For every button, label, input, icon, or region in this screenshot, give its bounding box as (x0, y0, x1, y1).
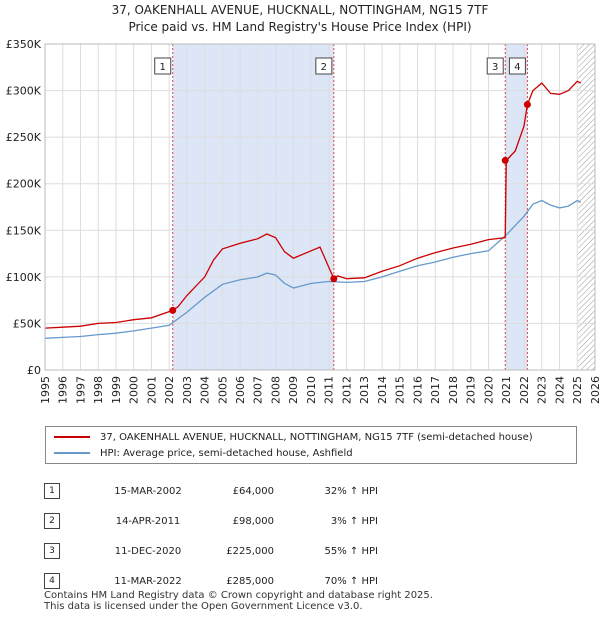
x-tick-label: 2011 (323, 376, 336, 404)
y-tick-label: £0 (27, 364, 41, 377)
y-tick-label: £200K (6, 178, 42, 191)
x-tick-label: 1996 (57, 376, 70, 404)
x-tick-label: 2006 (234, 376, 247, 404)
x-tick-label: 2018 (447, 376, 460, 404)
table-row: 2 14-APR-2011 £98,000 3% ↑ HPI (44, 506, 378, 536)
sale-price: £225,000 (226, 545, 274, 557)
x-tick-label: 1999 (110, 376, 123, 404)
sale-marker-badge: 1 (44, 483, 60, 499)
x-tick-label: 2012 (340, 376, 353, 404)
x-tick-label: 1997 (74, 376, 87, 404)
sale-date: 15-MAR-2002 (114, 485, 182, 497)
table-row: 3 11-DEC-2020 £225,000 55% ↑ HPI (44, 536, 378, 566)
legend-label-property: 37, OAKENHALL AVENUE, HUCKNALL, NOTTINGH… (100, 431, 533, 443)
y-tick-label: £350K (6, 38, 42, 51)
sale-hpi-change: 32% ↑ HPI (324, 485, 378, 497)
y-tick-label: £50K (13, 317, 42, 330)
sale-point (169, 306, 177, 314)
table-row: 1 15-MAR-2002 £64,000 32% ↑ HPI (44, 476, 378, 506)
y-tick-label: £250K (6, 131, 42, 144)
x-tick-label: 2015 (394, 376, 407, 404)
x-tick-label: 2017 (429, 376, 442, 404)
plot-border (44, 43, 596, 371)
sale-date: 11-DEC-2020 (114, 545, 182, 557)
holding-period-shade (172, 44, 334, 370)
x-tick-label: 2009 (287, 376, 300, 404)
sale-marker-badge: 2 (44, 513, 60, 529)
footer: Contains HM Land Registry data © Crown c… (44, 590, 433, 612)
x-tick-label: 2005 (216, 376, 229, 404)
x-tick-label: 2021 (500, 376, 513, 404)
sale-date: 14-APR-2011 (115, 515, 181, 527)
x-tick-label: 2023 (536, 376, 549, 404)
sale-number-label: 1 (160, 62, 166, 73)
hpi-line (44, 199, 582, 339)
x-tick-label: 2024 (553, 376, 566, 404)
y-tick-label: £100K (6, 271, 42, 284)
sale-hpi-change: 70% ↑ HPI (324, 575, 378, 587)
x-tick-label: 1998 (92, 376, 105, 404)
legend-label-hpi: HPI: Average price, semi-detached house,… (100, 447, 353, 459)
legend: 37, OAKENHALL AVENUE, HUCKNALL, NOTTINGH… (45, 426, 577, 464)
x-tick-label: 1995 (39, 376, 52, 404)
x-tick-label: 2003 (181, 376, 194, 404)
sale-point (523, 101, 531, 109)
y-tick-label: £150K (6, 224, 42, 237)
sale-hpi-change: 3% ↑ HPI (330, 515, 378, 527)
x-tick-label: 2010 (305, 376, 318, 404)
legend-item-hpi: HPI: Average price, semi-detached house,… (54, 445, 353, 461)
holding-period-shade (505, 44, 528, 370)
sale-price: £64,000 (232, 485, 274, 497)
footer-licence: This data is licensed under the Open Gov… (44, 601, 363, 612)
sale-point (330, 275, 338, 283)
sale-marker-badge: 3 (44, 543, 60, 559)
x-tick-label: 2019 (465, 376, 478, 404)
x-tick-label: 2026 (589, 376, 600, 404)
sale-marker-badge: 4 (44, 573, 60, 589)
legend-item-property: 37, OAKENHALL AVENUE, HUCKNALL, NOTTINGH… (54, 429, 533, 445)
legend-swatch-property (54, 436, 90, 438)
sale-date: 11-MAR-2022 (114, 575, 182, 587)
sale-number-box (508, 57, 526, 75)
y-tick-label: £300K (6, 85, 42, 98)
x-tick-label: 2014 (376, 376, 389, 404)
x-tick-label: 2000 (128, 376, 141, 404)
chart-subtitle: Price paid vs. HM Land Registry's House … (128, 20, 472, 34)
x-tick-label: 2013 (358, 376, 371, 404)
chart-title: 37, OAKENHALL AVENUE, HUCKNALL, NOTTINGH… (111, 3, 489, 17)
x-tick-label: 2025 (571, 376, 584, 404)
x-tick-label: 2008 (269, 376, 282, 404)
x-tick-label: 2004 (199, 376, 212, 404)
future-hatch (578, 44, 595, 370)
sales-table: 1 15-MAR-2002 £64,000 32% ↑ HPI 2 14-APR… (44, 476, 378, 596)
sale-price: £98,000 (232, 515, 274, 527)
sale-number-label: 4 (514, 62, 520, 73)
sale-number-label: 3 (492, 62, 498, 73)
table-row: 4 11-MAR-2022 £285,000 70% ↑ HPI (44, 566, 378, 596)
x-tick-label: 2007 (252, 376, 265, 404)
x-tick-label: 2022 (518, 376, 531, 404)
sale-price: £285,000 (226, 575, 274, 587)
legend-swatch-hpi (54, 452, 90, 454)
sale-point (501, 156, 509, 164)
sale-number-box (315, 57, 333, 75)
sale-number-box (486, 57, 504, 75)
x-tick-label: 2002 (163, 376, 176, 404)
sale-number-label: 2 (321, 62, 327, 73)
sale-hpi-change: 55% ↑ HPI (324, 545, 378, 557)
x-tick-label: 2001 (145, 376, 158, 404)
price-chart: £0 £50K £100K £150K £200K £250K £300K £350K 1995… (6, 38, 600, 404)
x-tick-label: 2016 (411, 376, 424, 404)
footer-copyright: Contains HM Land Registry data © Crown c… (44, 590, 433, 601)
sale-number-box (154, 57, 172, 75)
x-tick-label: 2020 (482, 376, 495, 404)
